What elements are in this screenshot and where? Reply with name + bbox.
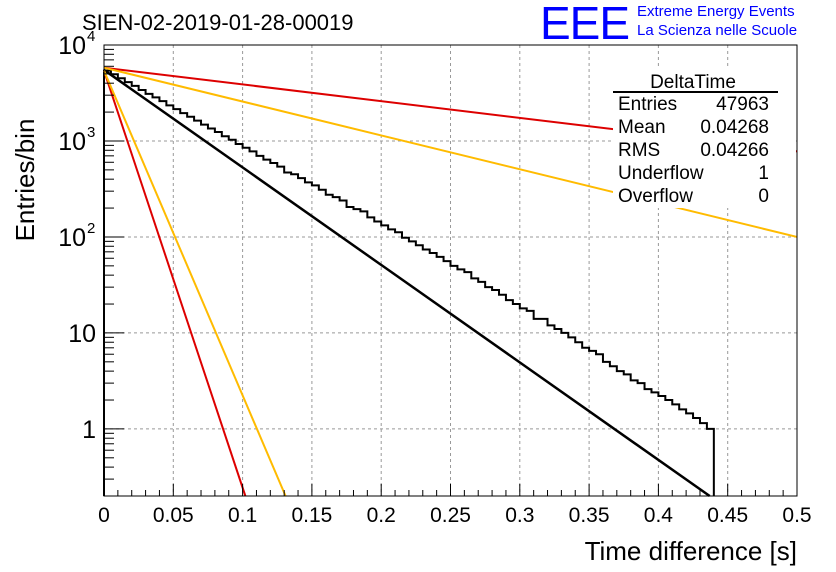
stats-row-label: Entries: [618, 94, 677, 115]
y-tick-label: 10 4: [58, 28, 95, 60]
y-tick-exponent: 4: [87, 28, 95, 45]
logo-line-1: Extreme Energy Events: [637, 3, 795, 20]
stats-row-value: 0.04268: [700, 117, 769, 138]
y-tick-label: 10 3: [58, 124, 95, 156]
stats-row-value: 0: [758, 186, 769, 207]
eee-logo: EEE: [540, 0, 630, 49]
fit-line-1: [103, 68, 711, 498]
y-tick-label: 1: [82, 416, 96, 444]
x-tick-label: 0.2: [367, 504, 396, 527]
y-tick-base: 10: [68, 320, 96, 348]
x-tick-labels: 0 0.05 0.1 0.15 0.2 0.25 0.3 0.35 0.4 0.45 0.5: [98, 504, 811, 527]
x-tick-label: 0.35: [569, 504, 610, 527]
x-tick-label: 0.45: [707, 504, 748, 527]
stats-row-label: Overflow: [618, 186, 693, 207]
y-tick-exponent: 3: [87, 124, 95, 141]
stats-row-value: 47963: [716, 94, 769, 115]
x-tick-label: 0: [98, 504, 110, 527]
axis-ticks: [103, 44, 798, 496]
y-axis-label: Entries/bin: [10, 119, 40, 242]
x-tick-label: 0.05: [153, 504, 194, 527]
y-tick-label: 10 2: [58, 220, 95, 252]
fit-line-3: [103, 66, 798, 238]
x-tick-label: 0.3: [505, 504, 534, 527]
x-tick-label: 0.25: [430, 504, 471, 527]
x-tick-label: 0.5: [782, 504, 811, 527]
stats-row-label: RMS: [618, 140, 660, 161]
y-tick-base: 10: [58, 128, 86, 156]
logo-line-2: La Scienza nelle Scuole: [637, 22, 798, 39]
x-tick-label: 0.15: [291, 504, 332, 527]
stats-box-header: DeltaTime: [650, 72, 736, 93]
stats-row: RMS 0.04266: [618, 140, 769, 161]
stats-box: DeltaTime Entries 47963 Mean 0.04268 RMS 0.04…: [613, 68, 796, 208]
x-tick-label: 0.4: [644, 504, 674, 527]
stats-row-label: Underflow: [618, 163, 704, 184]
histogram-series: [103, 69, 715, 496]
fit-line-5: [103, 70, 287, 497]
y-tick-base: 10: [58, 32, 86, 60]
x-tick-label: 0.1: [228, 504, 257, 527]
stats-row: Mean 0.04268: [618, 117, 769, 138]
chart-title: SIEN-02-2019-01-28-00019: [82, 10, 354, 35]
stats-row: Underflow 1: [618, 163, 769, 184]
stats-row-value: 0.04266: [700, 140, 769, 161]
y-tick-exponent: 2: [87, 220, 95, 237]
y-tick-base: 10: [58, 224, 86, 252]
stats-row-label: Mean: [618, 117, 666, 138]
stats-row: Overflow 0: [618, 186, 769, 207]
fit-line-4: [103, 70, 247, 497]
y-tick-base: 1: [82, 416, 96, 444]
stats-row-value: 1: [758, 163, 769, 184]
stats-row: Entries 47963: [618, 94, 769, 115]
logo-caption: Extreme Energy Events La Scienza nelle S…: [637, 2, 797, 40]
x-axis-label: Time difference [s]: [585, 536, 797, 566]
y-tick-label: 10: [68, 320, 96, 348]
